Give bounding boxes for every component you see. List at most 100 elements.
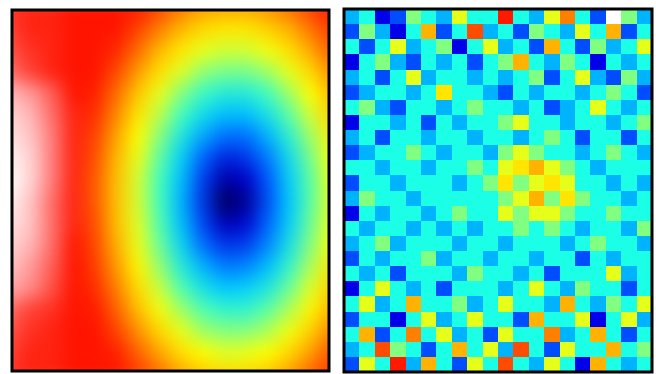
heatmap-cell xyxy=(606,221,622,237)
heatmap-cell xyxy=(171,169,193,191)
heatmap-cell xyxy=(590,115,606,131)
heatmap-cell xyxy=(421,312,437,328)
heatmap-cell xyxy=(344,24,360,40)
heatmap-cell xyxy=(375,9,391,25)
heatmap-cell xyxy=(106,255,128,277)
heatmap-cell xyxy=(278,191,300,213)
heatmap-cell xyxy=(621,296,637,312)
heatmap-cell xyxy=(544,175,560,191)
heatmap-cell xyxy=(483,206,499,222)
heatmap-cell xyxy=(127,147,149,169)
heatmap-cell xyxy=(483,24,499,40)
heatmap-cell xyxy=(483,357,499,372)
heatmap-cell xyxy=(406,24,422,40)
heatmap-cell xyxy=(20,126,42,148)
heatmap-cell xyxy=(106,126,128,148)
heatmap-cell xyxy=(513,70,529,86)
heatmap-cell xyxy=(257,299,279,321)
heatmap-cell xyxy=(375,175,391,191)
heatmap-cell xyxy=(41,212,63,234)
heatmap-cell xyxy=(171,320,193,342)
heatmap-cell xyxy=(375,24,391,40)
heatmap-cell xyxy=(390,327,406,343)
heatmap-cell xyxy=(606,54,622,70)
heatmap-cell xyxy=(467,145,483,161)
heatmap-cell xyxy=(20,18,42,40)
heatmap-cell xyxy=(606,357,622,372)
heatmap-cell xyxy=(20,320,42,342)
heatmap-cell xyxy=(63,39,85,61)
heatmap-cell xyxy=(84,61,106,83)
heatmap-cell xyxy=(621,357,637,372)
heatmap-cell xyxy=(127,234,149,256)
heatmap-cell xyxy=(529,221,545,237)
heatmap-cell xyxy=(20,277,42,299)
heatmap-cell xyxy=(63,234,85,256)
heatmap-cell xyxy=(192,212,214,234)
heatmap-cell xyxy=(421,357,437,372)
heatmap-cell xyxy=(436,9,452,25)
heatmap-cell xyxy=(467,236,483,252)
heatmap-cell xyxy=(375,39,391,55)
heatmap-cell xyxy=(606,115,622,131)
heatmap-cell xyxy=(606,160,622,176)
heatmap-cell xyxy=(375,100,391,116)
heatmap-cell xyxy=(406,266,422,282)
heatmap-cell xyxy=(560,130,576,146)
heatmap-cell xyxy=(575,175,591,191)
heatmap-cell xyxy=(390,54,406,70)
heatmap-cell xyxy=(483,281,499,297)
heatmap-cell xyxy=(171,342,193,364)
heatmap-cell xyxy=(575,342,591,358)
heatmap-cell xyxy=(590,24,606,40)
heatmap-cell xyxy=(359,175,375,191)
heatmap-cell xyxy=(390,312,406,328)
heatmap-cell xyxy=(344,281,360,297)
heatmap-cell xyxy=(529,100,545,116)
heatmap-cell xyxy=(84,39,106,61)
heatmap-cell xyxy=(560,281,576,297)
heatmap-cell xyxy=(192,342,214,364)
heatmap-cell xyxy=(192,104,214,126)
heatmap-cell xyxy=(214,255,236,277)
heatmap-cell xyxy=(390,251,406,267)
heatmap-cell xyxy=(436,54,452,70)
heatmap-cell xyxy=(421,160,437,176)
heatmap-cell xyxy=(590,281,606,297)
heatmap-cell xyxy=(390,160,406,176)
heatmap-cell xyxy=(63,126,85,148)
heatmap-cell xyxy=(529,24,545,40)
heatmap-cell xyxy=(606,281,622,297)
heatmap-cell xyxy=(590,266,606,282)
heatmap-cell xyxy=(300,234,322,256)
heatmap-cell xyxy=(214,277,236,299)
heatmap-cell xyxy=(606,100,622,116)
heatmap-cell xyxy=(590,312,606,328)
heatmap-cell xyxy=(467,191,483,207)
heatmap-cell xyxy=(483,175,499,191)
heatmap-cell xyxy=(192,18,214,40)
heatmap-cells xyxy=(12,10,329,371)
heatmap-cell xyxy=(359,85,375,101)
heatmap-cell xyxy=(575,266,591,282)
heatmap-cell xyxy=(606,296,622,312)
heatmap-cell xyxy=(544,236,560,252)
heatmap-cell xyxy=(436,24,452,40)
heatmap-cell xyxy=(498,9,514,25)
heatmap-cell xyxy=(235,191,257,213)
heatmap-cell xyxy=(390,236,406,252)
heatmap-cell xyxy=(192,277,214,299)
heatmap-cell xyxy=(375,206,391,222)
heatmap-cell xyxy=(171,61,193,83)
heatmap-cell xyxy=(344,39,360,55)
heatmap-cell xyxy=(498,251,514,267)
heatmap-cell xyxy=(406,54,422,70)
heatmap-cell xyxy=(171,255,193,277)
heatmap-cell xyxy=(436,357,452,372)
heatmap-cell xyxy=(257,191,279,213)
heatmap-cell xyxy=(192,191,214,213)
heatmap-cell xyxy=(483,70,499,86)
heatmap-cell xyxy=(467,24,483,40)
heatmap-cell xyxy=(63,61,85,83)
heatmap-cell xyxy=(452,39,468,55)
